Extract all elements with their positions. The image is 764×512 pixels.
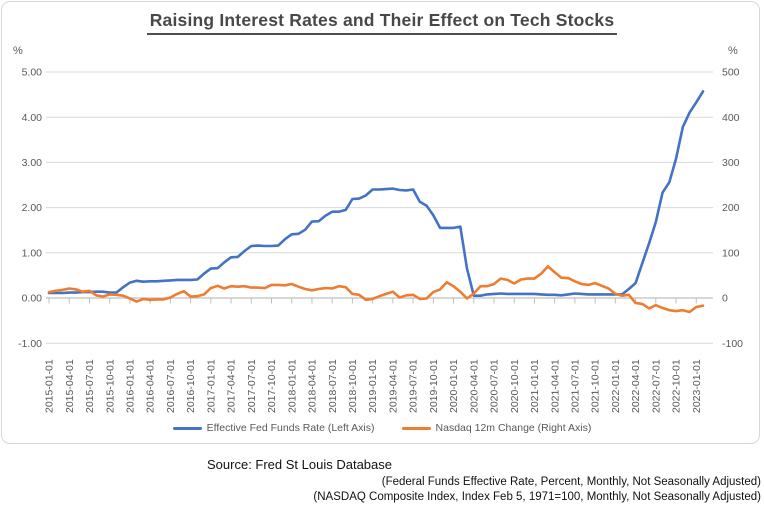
- y-axis-label-right: 200: [722, 202, 740, 214]
- x-axis-label: 2020-01-01: [448, 359, 460, 413]
- x-axis-label: 2018-07-01: [327, 359, 339, 413]
- x-axis-label: 2016-07-01: [165, 359, 177, 413]
- fed-funds-line-swatch: [172, 426, 202, 430]
- y-axis-label-left: 1.00: [22, 247, 43, 259]
- plot-area: 5.00 4.00 3.00 2.00 1.00 0.00 -1.00 500 400 300 20…: [18, 67, 743, 413]
- legend-label-fed-funds: Effective Fed Funds Rate (Left Axis): [206, 422, 375, 434]
- x-axis-label: 2021-04-01: [549, 359, 561, 413]
- x-axis-label: 2016-01-01: [125, 359, 137, 413]
- chart-title: Raising Interest Rates and Their Effect …: [146, 10, 618, 35]
- chart-legend: Effective Fed Funds Rate (Left Axis) Nas…: [0, 422, 764, 434]
- y-axis-label-right: 500: [722, 67, 740, 79]
- x-axis-label: 2020-04-01: [468, 359, 480, 413]
- x-axis-label: 2016-04-01: [145, 359, 157, 413]
- x-axis-label: 2015-04-01: [64, 359, 76, 413]
- x-axis-label: 2019-10-01: [428, 359, 440, 413]
- nasdaq-line-swatch: [401, 426, 431, 430]
- x-axis-label: 2016-10-01: [185, 359, 197, 413]
- y-axis-label-left: -1.00: [18, 338, 42, 350]
- y-axis-label-right: 0: [722, 293, 728, 305]
- x-axis-label: 2022-07-01: [650, 359, 662, 413]
- y-axis-label-left: 4.00: [22, 112, 43, 124]
- x-axis-label: 2020-10-01: [509, 359, 521, 413]
- x-axis-label: 2017-07-01: [246, 359, 258, 413]
- right-axis-unit-label: %: [728, 45, 738, 57]
- source-note-fed-funds: (Federal Funds Effective Rate, Percent, …: [381, 476, 761, 488]
- left-axis-unit-label: %: [13, 45, 23, 57]
- y-axis-label-left: 5.00: [22, 67, 43, 79]
- x-axis-label: 2019-04-01: [387, 359, 399, 413]
- y-axis-label-left: 3.00: [22, 157, 43, 169]
- x-axis-label: 2017-10-01: [266, 359, 278, 413]
- legend-label-nasdaq: Nasdaq 12m Change (Right Axis): [435, 422, 592, 434]
- y-axis-label-right: 400: [722, 112, 740, 124]
- x-axis-label: 2022-04-01: [630, 359, 642, 413]
- x-axis-label: 2019-07-01: [408, 359, 420, 413]
- x-axis-label: 2021-07-01: [569, 359, 581, 413]
- x-axis-label: 2022-10-01: [671, 359, 683, 413]
- x-axis-label: 2018-10-01: [347, 359, 359, 413]
- legend-item-nasdaq: Nasdaq 12m Change (Right Axis): [401, 422, 592, 434]
- x-axis-label: 2018-01-01: [286, 359, 298, 413]
- x-axis-label: 2015-07-01: [84, 359, 96, 413]
- chart-frame: [1, 1, 760, 444]
- x-axis-label: 2015-01-01: [44, 359, 56, 413]
- chart-title-wrap: Raising Interest Rates and Their Effect …: [0, 10, 764, 35]
- y-axis-label-left: 2.00: [22, 202, 43, 214]
- y-axis-label-right: 100: [722, 247, 740, 259]
- x-axis-label: 2015-10-01: [104, 359, 116, 413]
- legend-item-fed-funds: Effective Fed Funds Rate (Left Axis): [172, 422, 375, 434]
- source-note-nasdaq: (NASDAQ Composite Index, Index Feb 5, 19…: [313, 491, 761, 503]
- y-axis-label-right: 300: [722, 157, 740, 169]
- fed-funds-line: [47, 90, 705, 298]
- y-axis-label-right: -100: [722, 338, 743, 350]
- x-axis-label: 2023-01-01: [691, 359, 703, 413]
- x-axis-label: 2021-10-01: [590, 359, 602, 413]
- x-axis-label: 2021-01-01: [529, 359, 541, 413]
- x-axis-label: 2020-07-01: [489, 359, 501, 413]
- x-axis-label: 2018-04-01: [307, 359, 319, 413]
- nasdaq-line: [47, 265, 705, 314]
- x-axis-label: 2019-01-01: [367, 359, 379, 413]
- source-text: Source: Fred St Louis Database: [207, 457, 392, 472]
- x-axis-label: 2022-01-01: [610, 359, 622, 413]
- x-axis-label: 2017-04-01: [226, 359, 238, 413]
- y-axis-label-left: 0.00: [22, 293, 43, 305]
- x-axis-label: 2017-01-01: [205, 359, 217, 413]
